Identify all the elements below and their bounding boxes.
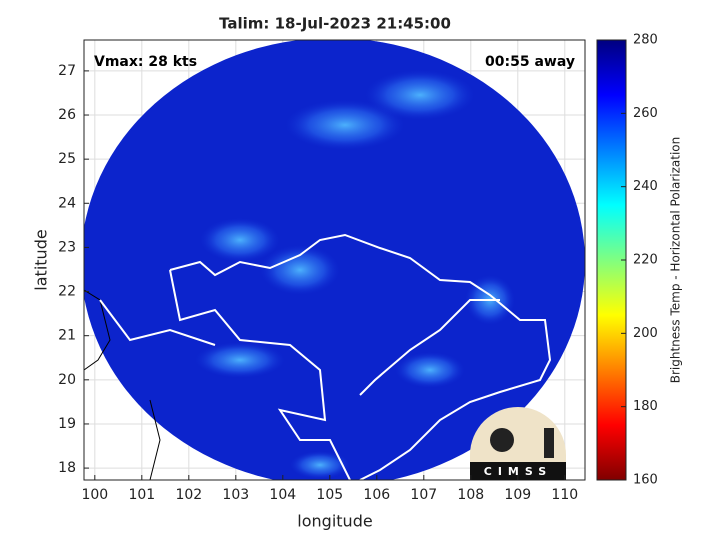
logo-dish <box>490 428 514 452</box>
x-tick-label: 110 <box>551 487 578 503</box>
border <box>99 299 216 346</box>
plot-frame <box>83 39 586 481</box>
colorbar-label: Brightness Temp - Horizontal Polarizatio… <box>669 137 683 384</box>
coastline <box>359 299 500 396</box>
y-tick-label: 19 <box>58 416 76 432</box>
cloud <box>200 218 280 262</box>
colorbar-tick-label: 180 <box>633 399 658 414</box>
colorbar-tick-label: 260 <box>633 106 658 121</box>
x-tick-label: 107 <box>410 487 437 503</box>
logo-tower <box>544 428 554 458</box>
colorbar-tick-label: 160 <box>633 473 658 488</box>
colorbar-tick-label: 220 <box>633 253 658 268</box>
cloud <box>395 352 465 388</box>
y-tick-label: 24 <box>58 195 76 211</box>
colorbar-tick-label: 280 <box>633 33 658 48</box>
x-tick-label: 109 <box>504 487 531 503</box>
x-tick-label: 108 <box>457 487 484 503</box>
y-axis-label: latitude <box>32 229 51 290</box>
vmax-annotation: Vmax: 28 kts <box>94 54 197 70</box>
time-annotation: 00:55 away <box>485 54 575 70</box>
x-tick-label: 105 <box>316 487 343 503</box>
cloud <box>365 70 475 120</box>
x-tick-label: 101 <box>128 487 155 503</box>
cloud <box>260 245 340 295</box>
satellite-swath <box>84 40 585 480</box>
cloud <box>285 100 405 150</box>
map-title: Talim: 18-Jul-2023 21:45:00 <box>219 15 451 33</box>
border <box>169 233 552 480</box>
colorbar-tick-label: 240 <box>633 179 658 194</box>
border <box>169 269 351 480</box>
y-tick-label: 23 <box>58 239 76 255</box>
cloud <box>290 451 350 479</box>
x-tick-label: 102 <box>175 487 202 503</box>
x-tick-label: 100 <box>81 487 108 503</box>
y-tick-label: 26 <box>58 107 76 123</box>
colorbar-tick-label: 200 <box>633 326 658 341</box>
logo-text: CIMSS <box>484 465 552 478</box>
y-tick-label: 20 <box>58 372 76 388</box>
y-tick-label: 22 <box>58 284 76 300</box>
x-tick-label: 103 <box>222 487 249 503</box>
logo-band <box>470 462 566 480</box>
logo: CIMSS <box>470 407 566 480</box>
y-tick-label: 18 <box>58 460 76 476</box>
y-tick-label: 25 <box>58 151 76 167</box>
cloud <box>195 342 285 378</box>
x-axis-label: longitude <box>297 512 372 531</box>
coastline <box>84 289 111 371</box>
y-tick-label: 21 <box>58 328 76 344</box>
coastline <box>149 399 161 480</box>
x-tick-label: 106 <box>363 487 390 503</box>
y-tick-label: 27 <box>58 63 76 79</box>
x-tick-label: 104 <box>269 487 296 503</box>
logo-background <box>470 407 566 480</box>
